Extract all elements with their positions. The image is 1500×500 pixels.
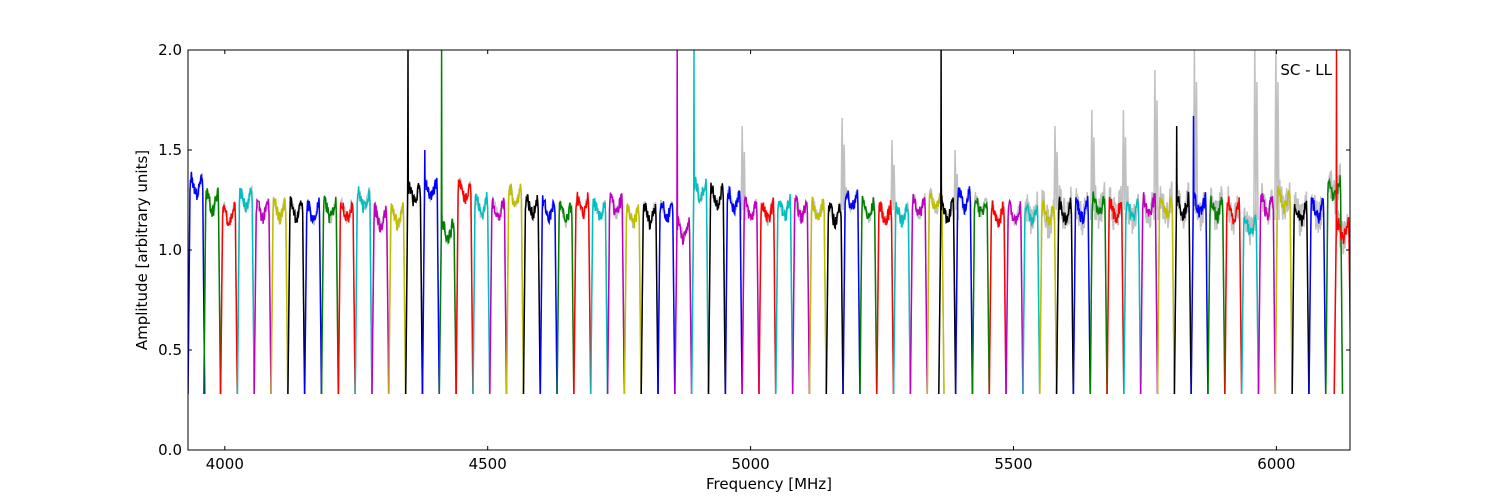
channel-trace bbox=[1190, 115, 1209, 395]
x-tick-label: 6000 bbox=[1257, 455, 1295, 473]
channel-trace bbox=[791, 194, 811, 395]
channel-trace bbox=[690, 50, 710, 395]
background-burst bbox=[1253, 50, 1259, 221]
channel-trace bbox=[320, 195, 340, 395]
channel-trace bbox=[876, 200, 895, 395]
channel-trace bbox=[539, 195, 558, 395]
channel-trace bbox=[724, 185, 743, 395]
channel-trace bbox=[1072, 195, 1091, 395]
channel-trace bbox=[1156, 196, 1176, 395]
channel-trace bbox=[270, 198, 289, 395]
background-burst bbox=[840, 117, 846, 221]
background-trace bbox=[971, 192, 990, 395]
channel-trace bbox=[1308, 197, 1327, 395]
channel-trace bbox=[1123, 198, 1142, 395]
channel-trace bbox=[1240, 214, 1260, 395]
series-layer bbox=[188, 50, 1350, 395]
channel-trace bbox=[1333, 50, 1350, 395]
channel-trace bbox=[404, 50, 424, 395]
channel-trace bbox=[707, 182, 727, 395]
channel-trace bbox=[1224, 196, 1243, 395]
x-axis-label: Frequency [MHz] bbox=[706, 475, 832, 493]
plot-area: 4000 4500 5000 5500 6000 0.0 0.5 1.0 1.5 2.0 bbox=[158, 41, 1351, 473]
background-burst bbox=[1192, 50, 1199, 221]
channel-trace bbox=[859, 195, 878, 395]
background-burst bbox=[890, 139, 896, 221]
channel-trace bbox=[1022, 202, 1041, 395]
channel-trace bbox=[337, 201, 356, 395]
channel-trace bbox=[825, 202, 844, 395]
channel-trace bbox=[1005, 198, 1024, 395]
channel-trace bbox=[892, 202, 912, 395]
channel-trace bbox=[1039, 199, 1058, 395]
channel-trace bbox=[1325, 175, 1344, 395]
channel-trace bbox=[556, 201, 575, 395]
channel-trace bbox=[388, 202, 407, 395]
x-tick-label: 5500 bbox=[994, 455, 1032, 473]
channel-trace bbox=[775, 193, 794, 395]
x-tick-label: 4000 bbox=[206, 455, 244, 473]
channel-trace bbox=[1207, 195, 1226, 395]
y-tick-label: 1.0 bbox=[158, 241, 182, 259]
channel-trace bbox=[236, 187, 255, 395]
channel-trace bbox=[371, 201, 390, 395]
channel-trace bbox=[954, 186, 974, 395]
y-tick-label: 0.0 bbox=[158, 441, 182, 459]
channel-trace bbox=[455, 178, 474, 395]
channel-trace bbox=[606, 192, 626, 395]
channel-trace bbox=[303, 197, 323, 395]
channel-trace bbox=[1055, 196, 1075, 395]
background-burst bbox=[740, 125, 747, 221]
channel-trace bbox=[909, 193, 928, 395]
channel-trace bbox=[188, 171, 206, 395]
channel-trace bbox=[1089, 191, 1108, 395]
x-tick-label: 4500 bbox=[469, 455, 507, 473]
channel-trace bbox=[741, 195, 760, 395]
channel-trace bbox=[421, 149, 440, 395]
channel-trace bbox=[522, 193, 541, 395]
channel-trace bbox=[1291, 200, 1310, 395]
channel-trace bbox=[203, 187, 222, 395]
x-axis: 4000 4500 5000 5500 6000 bbox=[206, 50, 1295, 473]
channel-trace bbox=[1139, 192, 1159, 395]
channel-trace bbox=[623, 203, 642, 395]
channel-trace bbox=[354, 186, 373, 395]
channel-trace bbox=[1257, 192, 1276, 395]
channel-trace bbox=[489, 197, 508, 395]
channel-trace bbox=[842, 189, 861, 395]
channel-trace bbox=[590, 198, 609, 395]
x-tick-label: 5000 bbox=[732, 455, 770, 473]
channel-trace bbox=[988, 200, 1007, 395]
y-axis-label: Amplitude [arbitrary units] bbox=[133, 150, 151, 350]
channel-trace bbox=[971, 197, 990, 395]
background-trace bbox=[1106, 185, 1125, 395]
channel-trace bbox=[808, 196, 827, 395]
channel-trace bbox=[1274, 185, 1293, 395]
channel-trace bbox=[438, 50, 457, 395]
channel-trace bbox=[758, 197, 777, 395]
channel-trace bbox=[674, 50, 693, 395]
chart-annotation: SC - LL bbox=[1280, 61, 1332, 79]
channel-trace bbox=[1106, 197, 1125, 395]
channel-trace bbox=[505, 183, 525, 395]
channel-trace bbox=[253, 197, 272, 395]
y-axis: 0.0 0.5 1.0 1.5 2.0 bbox=[158, 41, 1350, 459]
background-burst bbox=[1053, 125, 1059, 221]
y-tick-label: 0.5 bbox=[158, 341, 182, 359]
y-tick-label: 1.5 bbox=[158, 141, 182, 159]
channel-trace bbox=[573, 191, 592, 395]
background-burst bbox=[1121, 109, 1128, 221]
channel-trace bbox=[287, 196, 306, 395]
channel-trace bbox=[938, 50, 957, 395]
background-burst bbox=[953, 149, 960, 221]
channel-trace bbox=[472, 192, 491, 395]
channel-trace bbox=[657, 201, 676, 395]
channel-trace bbox=[219, 201, 239, 395]
channel-trace bbox=[640, 202, 659, 395]
channel-trace bbox=[1173, 125, 1192, 395]
y-tick-label: 2.0 bbox=[158, 41, 182, 59]
